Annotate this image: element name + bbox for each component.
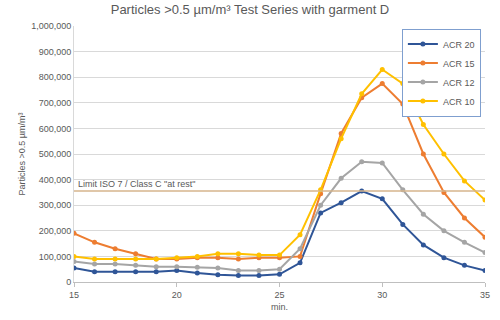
svg-text:ACR 12: ACR 12: [443, 78, 475, 88]
svg-text:300,000: 300,000: [39, 200, 72, 210]
svg-text:200,000: 200,000: [39, 226, 72, 236]
svg-text:15: 15: [69, 290, 79, 300]
svg-text:ACR 20: ACR 20: [443, 40, 475, 50]
svg-text:30: 30: [377, 290, 387, 300]
svg-text:500,000: 500,000: [39, 149, 72, 159]
svg-text:20: 20: [172, 290, 182, 300]
svg-text:35: 35: [480, 290, 490, 300]
svg-text:700,000: 700,000: [39, 98, 72, 108]
svg-text:400,000: 400,000: [39, 175, 72, 185]
svg-text:800,000: 800,000: [39, 72, 72, 82]
svg-text:600,000: 600,000: [39, 124, 72, 134]
svg-text:Particles >0.5 µm/m³ Test Seri: Particles >0.5 µm/m³ Test Series with ga…: [111, 2, 390, 17]
svg-text:ACR 15: ACR 15: [443, 59, 475, 69]
svg-text:min.: min.: [271, 302, 288, 312]
svg-text:ACR 10: ACR 10: [443, 97, 475, 107]
svg-text:100,000: 100,000: [39, 252, 72, 262]
svg-text:25: 25: [274, 290, 284, 300]
svg-text:Particles >0.5 µm/m³: Particles >0.5 µm/m³: [17, 113, 27, 196]
svg-text:900,000: 900,000: [39, 47, 72, 57]
svg-text:1,000,000: 1,000,000: [31, 21, 71, 31]
svg-text:0: 0: [66, 277, 71, 287]
svg-text:Limit ISO 7 / Class C "at rest: Limit ISO 7 / Class C "at rest": [78, 179, 195, 189]
